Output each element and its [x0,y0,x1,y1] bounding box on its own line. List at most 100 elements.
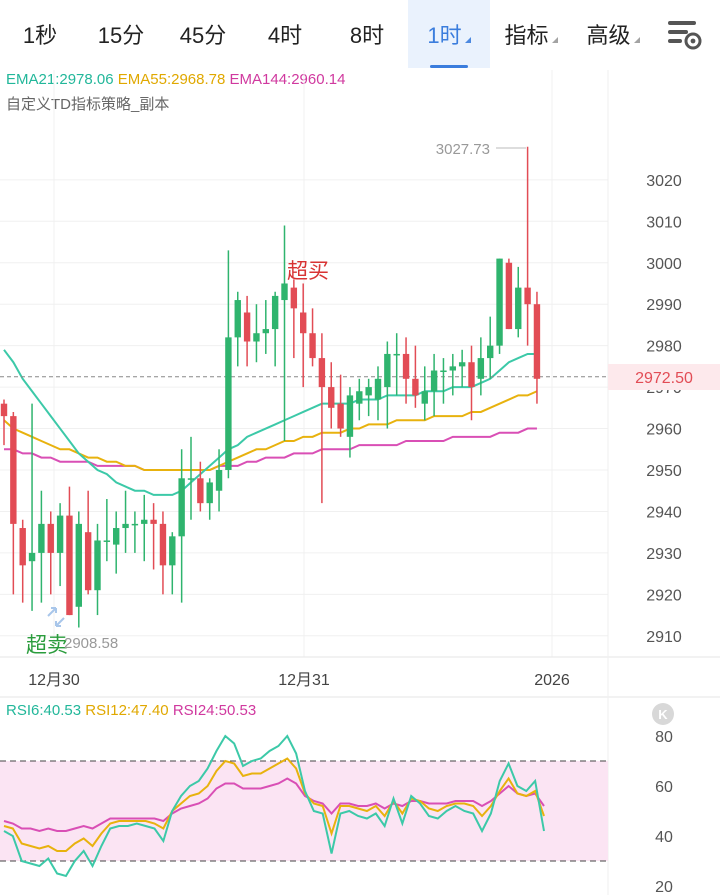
rsi6-value: RSI6:40.53 [6,702,82,719]
oversold-label: 超卖 [26,634,68,657]
candle-body [84,532,92,591]
candle-body [113,528,120,545]
candle-body [402,353,410,379]
y-tick-label: 2990 [646,297,682,314]
k-icon-label: K [658,707,668,722]
ema-legend: EMA21:2978.06 EMA55:2968.78 EMA144:2960.… [6,71,345,88]
y-tick-label: 2950 [646,463,682,480]
current-price-label: 2972.50 [635,370,693,387]
x-label-2026: 2026 [534,672,570,689]
dropdown-caret-icon [633,37,640,43]
tab-1h[interactable]: 1时 [408,0,490,68]
rsi-band [0,761,608,861]
tab-label: 高级 [586,23,631,48]
tab-indicators[interactable]: 指标 [490,0,572,68]
y-tick-label: 2970 [646,380,682,397]
candle-body [300,312,307,334]
chart-settings-icon[interactable] [662,14,706,54]
candle-body [281,283,288,301]
candle-body [449,366,456,371]
tab-label: 8时 [349,23,385,48]
candle-body [38,523,45,553]
tab-8h[interactable]: 8时 [326,0,408,68]
candle-body [468,362,475,388]
rsi-tick-label: 40 [655,829,673,846]
x-label-dec31: 12月31 [278,672,330,689]
y-tick-label: 2940 [646,504,682,521]
candle-body [505,262,513,330]
candle-body [309,333,316,359]
ema21-value: EMA21:2978.06 [6,71,114,88]
candle-body [290,287,298,309]
ema144-value: EMA144:2960.14 [229,71,346,88]
k-icon[interactable] [652,703,674,725]
candle-body [271,295,279,330]
tab-15m[interactable]: 15分 [80,0,162,68]
candle-body [197,478,204,504]
candle-body [234,300,241,338]
tab-label: 45分 [179,23,227,48]
rsi-tick-label: 20 [655,879,673,895]
candle-body [103,540,111,542]
ema55-line [3,390,538,471]
grid: 3020 3010 3000 2990 2980 2970 2960 2950 2940 2930… [0,70,720,895]
candle-body [47,523,54,553]
tab-1s[interactable]: 1秒 [0,0,80,68]
candle-body [487,345,494,359]
candle-body [206,482,213,504]
candle-body [262,329,269,334]
candle-body [496,258,503,346]
rsi12-line [3,757,545,852]
tab-4h[interactable]: 4时 [244,0,326,68]
candle-body [75,523,82,607]
candle-body [337,403,344,429]
candle-body [131,523,139,526]
ema-lines [0,349,608,496]
candle-body [243,312,251,342]
candle-body [524,287,531,305]
candle-body [28,552,36,562]
y-tick-label: 3010 [646,214,682,231]
y-tick-label: 3020 [646,173,682,190]
rsi-panel: 80 60 40 20 [0,729,673,895]
tab-label: 1时 [427,23,462,48]
tab-45m[interactable]: 45分 [162,0,244,68]
y-tick-label: 2930 [646,546,682,563]
high-label: 3027.73 [436,141,490,158]
expand-icon[interactable] [47,607,65,627]
rsi-tick-label: 60 [655,779,673,796]
candle-body [458,362,466,367]
candle-body [356,391,363,404]
candle-body [122,523,129,529]
candle-body [19,528,26,566]
candle-body [141,519,148,524]
y-tick-label: 2980 [646,339,682,356]
candle-body [374,378,382,400]
current-price-tag [608,364,720,390]
candle-body [178,478,185,537]
candle-body [66,515,73,616]
candle-body [187,478,195,480]
rsi24-value: RSI24:50.53 [172,702,257,719]
rsi12-value: RSI12:47.40 [85,702,169,719]
overbought-label: 超买 [287,260,329,283]
y-tick-label: 3000 [646,256,682,273]
candle-body [318,358,326,388]
candle-body [150,519,157,524]
rsi-tick-label: 80 [655,729,673,746]
chart-labels: 3027.73 超买 超卖 2908.58 2972.50 12月30 12月3… [26,141,720,725]
candle-body [393,353,400,356]
dropdown-caret-icon [464,37,471,43]
candle-body [477,358,485,379]
candle-body [215,470,223,491]
timeframe-toolbar: 1秒 15分 45分 4时 8时 1时 指标 高级 [0,0,720,68]
candle-body [365,387,372,396]
rsi24-line [3,777,545,833]
candle-body [94,540,101,591]
tab-label: 指标 [504,23,549,48]
candles [0,146,541,628]
tab-advanced[interactable]: 高级 [572,0,654,68]
candle-body [440,370,447,373]
candle-body [515,287,522,330]
